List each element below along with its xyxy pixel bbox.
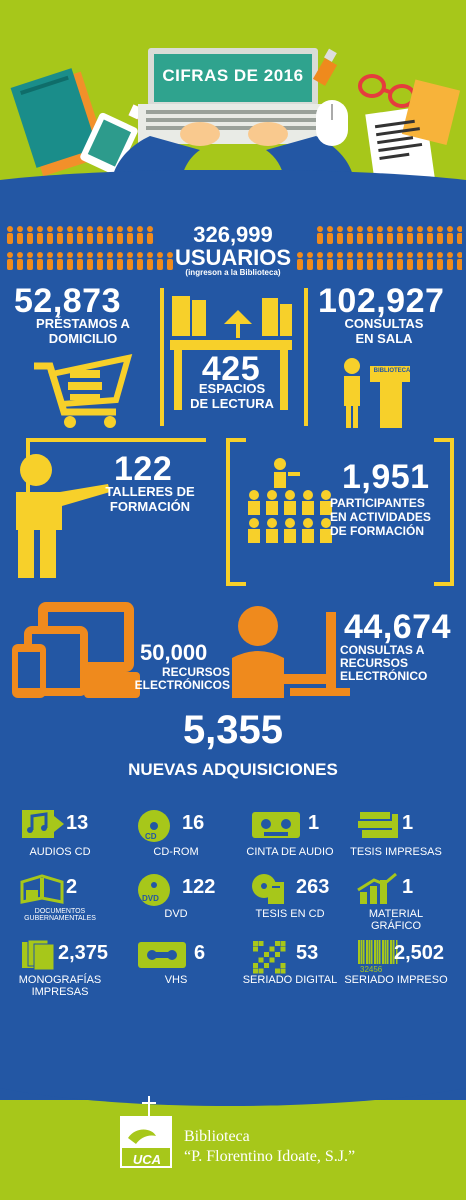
espacios-label-2: DE LECTURA	[190, 396, 274, 411]
talleres-label-1: TALLERES DE	[105, 484, 195, 499]
item-value: 263	[296, 876, 330, 898]
consultas-recursos-label-1: CONSULTAS A	[340, 643, 425, 657]
cart-icon	[34, 354, 133, 428]
item-value: 2	[66, 876, 78, 898]
talleres-frame	[26, 438, 206, 534]
audio-tape-icon	[250, 808, 302, 851]
item-value: 122	[182, 876, 216, 898]
item-label: VHS	[164, 974, 188, 986]
item-label: MATERIAL GRÁFICO	[368, 908, 424, 932]
participantes-frame-left	[226, 438, 246, 586]
recursos-value: 50,000	[140, 640, 208, 665]
espacios-label-1: ESPACIOS	[198, 381, 266, 396]
usuarios-note: (ingreson a la Biblioteca)	[185, 268, 281, 277]
consultas-sala-value: 102,927	[318, 282, 445, 320]
consultas-sala-label-1: CONSULTAS	[344, 316, 424, 331]
consultas-recursos-label: CONSULTAS A RECURSOS ELECTRÓNICO	[340, 644, 460, 683]
vhs-icon	[136, 938, 188, 981]
espacios-frame	[160, 288, 308, 426]
consultas-recursos-label-3: ELECTRÓNICO	[340, 669, 428, 683]
consultas-sala-label-2: EN SALA	[355, 331, 413, 346]
item-value: 1	[308, 812, 320, 834]
participantes-frame-right	[434, 438, 454, 586]
barcode-icon: 32456	[356, 938, 408, 981]
participantes-label-1: PARTICIPANTES	[330, 496, 425, 510]
svg-text:32456: 32456	[360, 965, 383, 974]
talleres-value: 122	[114, 450, 173, 488]
item-value: 1	[402, 812, 414, 834]
prestamos-value: 52,873	[14, 282, 121, 320]
audience-icon	[248, 458, 332, 543]
uca-logo-text: UCA	[132, 1152, 162, 1167]
qr-code-icon	[250, 938, 302, 981]
participantes-value: 1,951	[342, 458, 430, 496]
bar-chart-icon	[356, 872, 408, 915]
adquisiciones-value: 5,355	[182, 708, 284, 752]
header-title: CIFRAS DE 2016	[162, 66, 304, 85]
item-label: TESIS EN CD	[255, 908, 325, 920]
item-value: 13	[66, 812, 89, 834]
footer-line-1: Biblioteca	[184, 1128, 250, 1145]
consultas-recursos-value: 44,674	[344, 608, 451, 646]
uca-logo	[120, 1096, 172, 1168]
recursos-label-2: ELECTRÓNICOS	[134, 678, 230, 692]
svg-text:DVD: DVD	[142, 894, 159, 903]
glasses-illustration	[358, 74, 416, 108]
recursos-label-1: RECURSOS	[161, 665, 230, 679]
teacher-icon	[16, 454, 110, 578]
usuarios-label: USUARIOS	[174, 245, 292, 270]
devices-icon	[12, 602, 140, 698]
item-value: 2,375	[58, 942, 109, 964]
adquisiciones-label: NUEVAS ADQUISICIONES	[128, 760, 338, 779]
documents-icon	[20, 938, 72, 981]
footer-line-2: “P. Florentino Idoate, S.J.”	[184, 1148, 356, 1165]
dvd-icon: DVD	[136, 872, 188, 915]
svg-text:CD: CD	[145, 832, 157, 841]
panel-bottom-curve	[0, 1078, 466, 1106]
usuarios-value: 326,999	[193, 222, 273, 247]
thesis-cd-icon	[250, 872, 302, 915]
item-label: MONOGRAFÍAS IMPRESAS	[18, 974, 102, 998]
item-value: 2,502	[394, 942, 445, 964]
talleres-label-2: FORMACIÓN	[109, 499, 191, 514]
book-stack-icon	[356, 808, 408, 851]
item-value: 16	[182, 812, 205, 834]
open-book-icon	[20, 872, 72, 915]
consultas-recursos-label-2: RECURSOS	[340, 656, 409, 670]
library-counter-icon	[344, 358, 410, 428]
biblioteca-sign: BIBLIOTECA	[373, 368, 411, 374]
espacios-value: 425	[201, 350, 261, 388]
item-label: CD-ROM	[153, 846, 199, 858]
prestamos-label-2: DOMICILIO	[48, 331, 118, 346]
recursos-label: RECURSOS ELECTRÓNICOS	[122, 666, 230, 692]
item-label: AUDIOS CD	[29, 846, 91, 858]
prestamos-label-1: PRÉSTAMOS A	[36, 316, 130, 331]
item-value: 53	[296, 942, 319, 964]
participantes-label: PARTICIPANTES EN ACTIVIDADES DE FORMACIÓ…	[330, 496, 448, 538]
item-value: 1	[402, 876, 414, 898]
item-label: TESIS IMPRESAS	[350, 846, 442, 858]
music-note-icon	[20, 808, 72, 851]
item-label: DVD	[164, 908, 188, 920]
item-value: 6	[194, 942, 206, 964]
participantes-label-3: DE FORMACIÓN	[330, 524, 424, 538]
reading-desk-icon	[170, 296, 292, 410]
cd-rom-icon: CD	[136, 808, 188, 851]
computer-user-icon	[232, 606, 350, 698]
item-label: DOCUMENTOS GUBERNAMENTALES	[24, 908, 96, 922]
item-label: CINTA DE AUDIO	[246, 846, 334, 858]
mouse-illustration	[316, 100, 348, 146]
item-label: SERIADO DIGITAL	[242, 974, 338, 986]
participantes-label-2: EN ACTIVIDADES	[330, 510, 431, 524]
item-label: SERIADO IMPRESO	[344, 974, 448, 986]
panel-top-curve	[0, 170, 466, 210]
